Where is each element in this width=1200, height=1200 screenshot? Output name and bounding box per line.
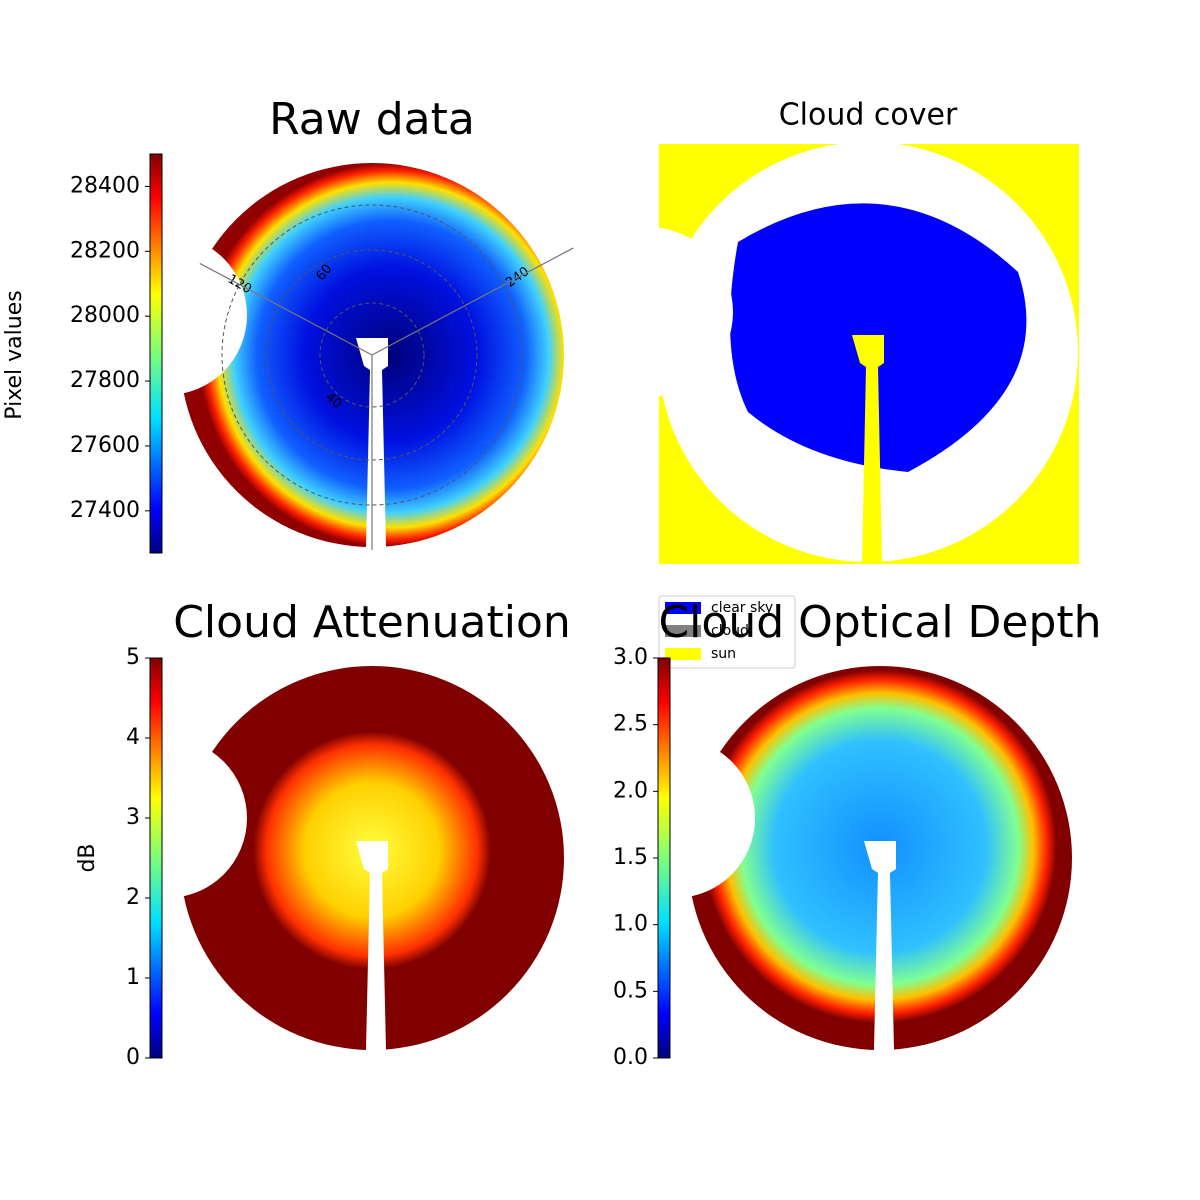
panel-title: Raw data: [269, 94, 475, 145]
polar-spoke: [371, 247, 574, 356]
panel-title: Cloud Optical Depth: [658, 597, 1101, 648]
colorbar-tick-label: 1: [126, 965, 140, 990]
colorbar: [657, 657, 671, 1059]
colorbar-tick-label: 0.5: [613, 978, 648, 1003]
colorbar-tick-label: 4: [126, 725, 140, 750]
colorbar-tick-label: 2.5: [613, 712, 648, 737]
colorbar-tick-label: 27600: [70, 433, 140, 458]
polar-ring: [319, 302, 425, 408]
panel-title: Cloud Attenuation: [173, 597, 571, 648]
mast: [864, 841, 896, 1050]
colorbar-label: dB: [75, 843, 100, 872]
mast: [852, 335, 884, 562]
colorbar-tick-label: 2.0: [613, 778, 648, 803]
legend-swatch: [665, 648, 701, 660]
legend-swatch: [665, 625, 701, 637]
polar-spoke: [199, 262, 373, 356]
colorbar-tick-label: 5: [126, 645, 140, 670]
horizon-obstruction: [563, 227, 733, 397]
colorbar-tick-label: 27400: [70, 498, 140, 523]
colorbar-label: Pixel values: [2, 290, 27, 419]
colorbar-tick-label: 3: [126, 805, 140, 830]
legend-label: cloud: [711, 623, 749, 639]
colorbar-tick-label: 28400: [70, 173, 140, 198]
panel-title: Cloud cover: [779, 98, 958, 133]
colorbar: [149, 153, 163, 554]
colorbar-tick-label: 3.0: [613, 645, 648, 670]
legend-swatch: [665, 602, 701, 614]
mast: [356, 841, 388, 1050]
colorbar-tick-label: 0: [126, 1045, 140, 1070]
horizon-obstruction: [595, 738, 755, 898]
colorbar-tick-label: 0.0: [613, 1045, 648, 1070]
colorbar-tick-label: 28000: [70, 303, 140, 328]
legend-label: sun: [711, 646, 736, 662]
colorbar-tick-label: 1.5: [613, 845, 648, 870]
colorbar: [149, 657, 163, 1059]
colorbar-tick-label: 28200: [70, 238, 140, 263]
horizon-obstruction: [87, 235, 247, 395]
colorbar-tick-label: 2: [126, 885, 140, 910]
polar-ring: [221, 204, 523, 506]
colorbar-tick-label: 27800: [70, 368, 140, 393]
legend-label: clear sky: [711, 600, 773, 616]
horizon-obstruction: [87, 738, 247, 898]
colorbar-tick-label: 1.0: [613, 912, 648, 937]
